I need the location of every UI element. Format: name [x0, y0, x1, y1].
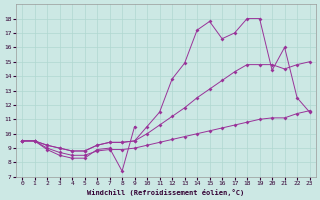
X-axis label: Windchill (Refroidissement éolien,°C): Windchill (Refroidissement éolien,°C): [87, 189, 244, 196]
